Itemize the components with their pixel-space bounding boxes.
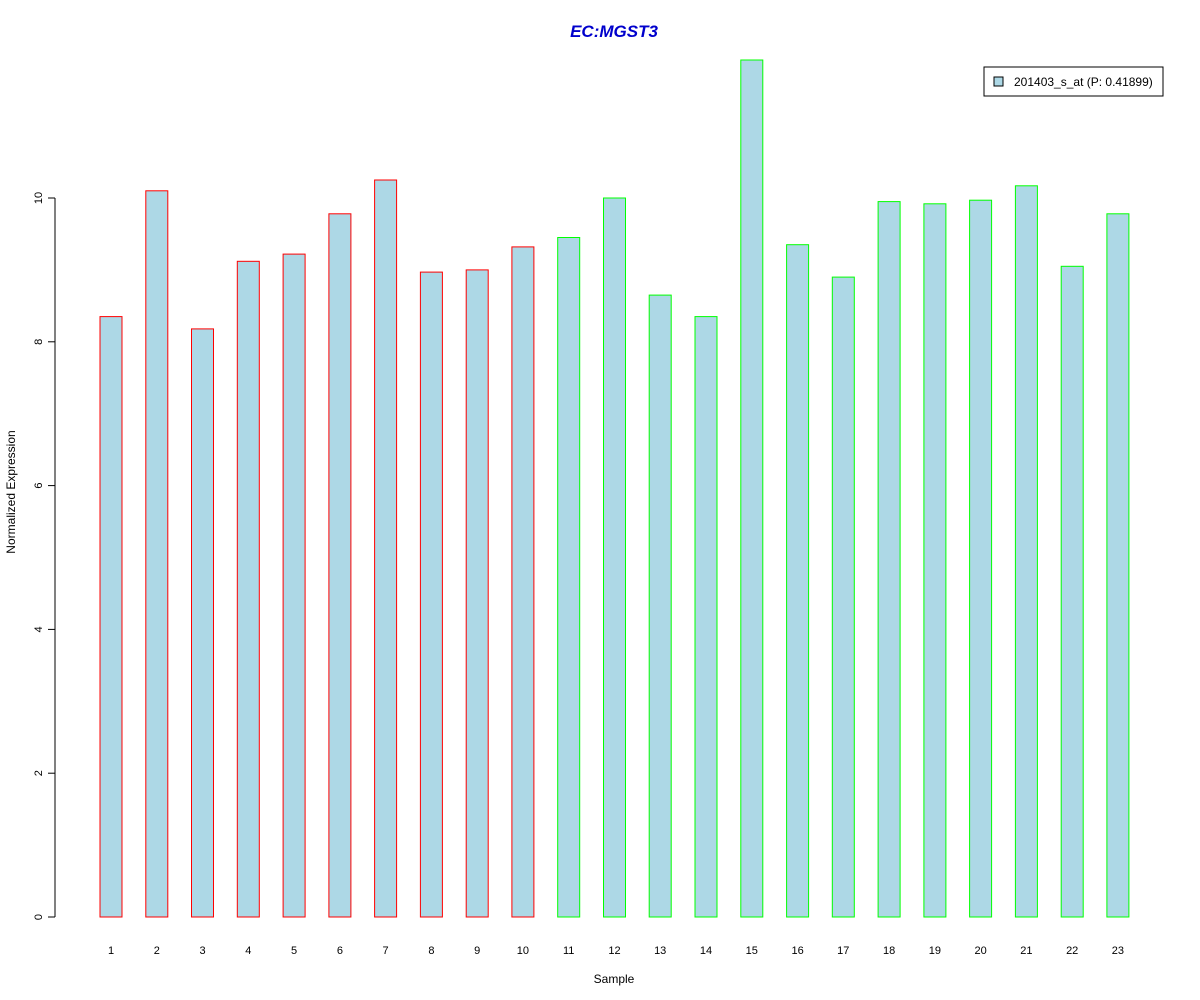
bar — [419, 271, 443, 918]
x-tick-label: 11 — [563, 945, 574, 957]
bar — [328, 213, 352, 918]
bar — [1060, 265, 1084, 918]
y-tick-label: 4 — [33, 626, 45, 632]
bar — [1014, 185, 1038, 918]
x-tick-label: 17 — [837, 945, 849, 957]
x-tick-label: 18 — [883, 945, 895, 957]
bar — [557, 237, 581, 918]
bar — [1106, 213, 1130, 918]
bar — [99, 316, 123, 918]
bar — [786, 244, 810, 918]
x-axis-title: Sample — [594, 972, 635, 986]
y-tick-label: 10 — [33, 192, 45, 204]
x-tick-label: 9 — [474, 945, 480, 957]
bar — [511, 246, 535, 918]
x-tick-label: 8 — [428, 945, 434, 957]
x-tick-label: 16 — [791, 945, 803, 957]
legend: 201403_s_at (P: 0.41899) — [983, 66, 1164, 97]
x-tick-label: 10 — [517, 945, 529, 957]
bar — [374, 179, 398, 918]
x-tick-label: 7 — [383, 945, 389, 957]
bar — [877, 201, 901, 918]
x-tick-label: 4 — [245, 945, 251, 957]
x-tick-label: 3 — [199, 945, 205, 957]
y-tick-label: 6 — [33, 483, 45, 489]
x-tick-label: 15 — [746, 945, 758, 957]
x-tick-label: 5 — [291, 945, 297, 957]
legend-label: 201403_s_at (P: 0.41899) — [1014, 75, 1153, 89]
y-tick-label: 2 — [33, 770, 45, 776]
x-tick-label: 21 — [1020, 945, 1032, 957]
x-tick-label: 1 — [108, 945, 114, 957]
bar — [831, 276, 855, 918]
bar — [694, 316, 718, 918]
bar — [191, 328, 214, 918]
x-tick-label: 6 — [337, 945, 343, 957]
x-tick-labels: 1 2 3 4 5 6 7 8 9 10 11 12 13 14 15 16 17 18 19 20 21 22 23 — [108, 945, 1124, 957]
bar — [603, 197, 626, 918]
bar — [236, 260, 260, 918]
x-tick-label: 13 — [654, 945, 666, 957]
x-tick-label: 20 — [974, 945, 986, 957]
bars — [99, 59, 1130, 918]
y-axis: 0 2 4 6 8 10 — [33, 192, 56, 920]
y-tick-label: 8 — [33, 339, 45, 345]
legend-swatch — [993, 76, 1004, 87]
y-axis-title: Normalized Expression — [4, 430, 18, 553]
bar — [282, 253, 306, 918]
x-tick-label: 12 — [608, 945, 620, 957]
bar — [648, 294, 672, 918]
x-tick-label: 22 — [1066, 945, 1078, 957]
bar — [969, 199, 993, 918]
x-tick-label: 14 — [700, 945, 712, 957]
y-tick-label: 0 — [33, 914, 45, 920]
bar — [145, 190, 169, 918]
bar — [465, 269, 489, 918]
x-tick-label: 23 — [1112, 945, 1124, 957]
x-tick-label: 2 — [154, 945, 160, 957]
x-tick-label: 19 — [929, 945, 941, 957]
chart-title: EC:MGST3 — [570, 22, 658, 41]
bar — [740, 59, 764, 918]
bar — [923, 203, 947, 918]
legend-box — [983, 66, 1164, 97]
